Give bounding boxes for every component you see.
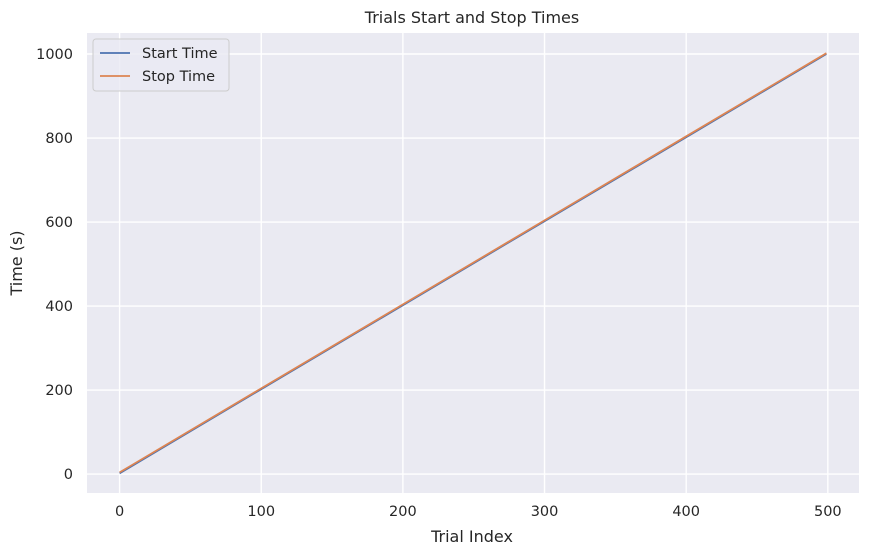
- y-tick-label: 0: [64, 467, 73, 483]
- y-tick-label: 1000: [36, 47, 73, 63]
- x-tick-label: 100: [247, 504, 275, 520]
- x-tick-label: 500: [814, 504, 842, 520]
- x-tick-label: 0: [115, 504, 124, 520]
- x-tick-label: 200: [389, 504, 417, 520]
- series-lines: [119, 52, 827, 475]
- y-tick-label: 600: [45, 215, 73, 231]
- x-tick-label: 400: [672, 504, 700, 520]
- y-tick-label: 400: [45, 299, 73, 315]
- y-axis-label: Time (s): [7, 230, 26, 296]
- x-tick-label: 300: [531, 504, 559, 520]
- legend: Start Time Stop Time: [92, 38, 230, 92]
- legend-box: [92, 38, 230, 92]
- legend-label: Start Time: [142, 46, 218, 62]
- y-tick-label: 800: [45, 131, 73, 147]
- grid-lines: [87, 33, 859, 493]
- legend-label: Stop Time: [142, 69, 215, 85]
- y-tick-label: 200: [45, 383, 73, 399]
- chart-title: Trials Start and Stop Times: [364, 8, 579, 27]
- x-axis-label: Trial Index: [430, 527, 513, 546]
- tick-labels: 0 100 200 300 400 500 0 200 400 600 800 1000: [36, 47, 842, 520]
- series-line-stop-time: [119, 52, 827, 474]
